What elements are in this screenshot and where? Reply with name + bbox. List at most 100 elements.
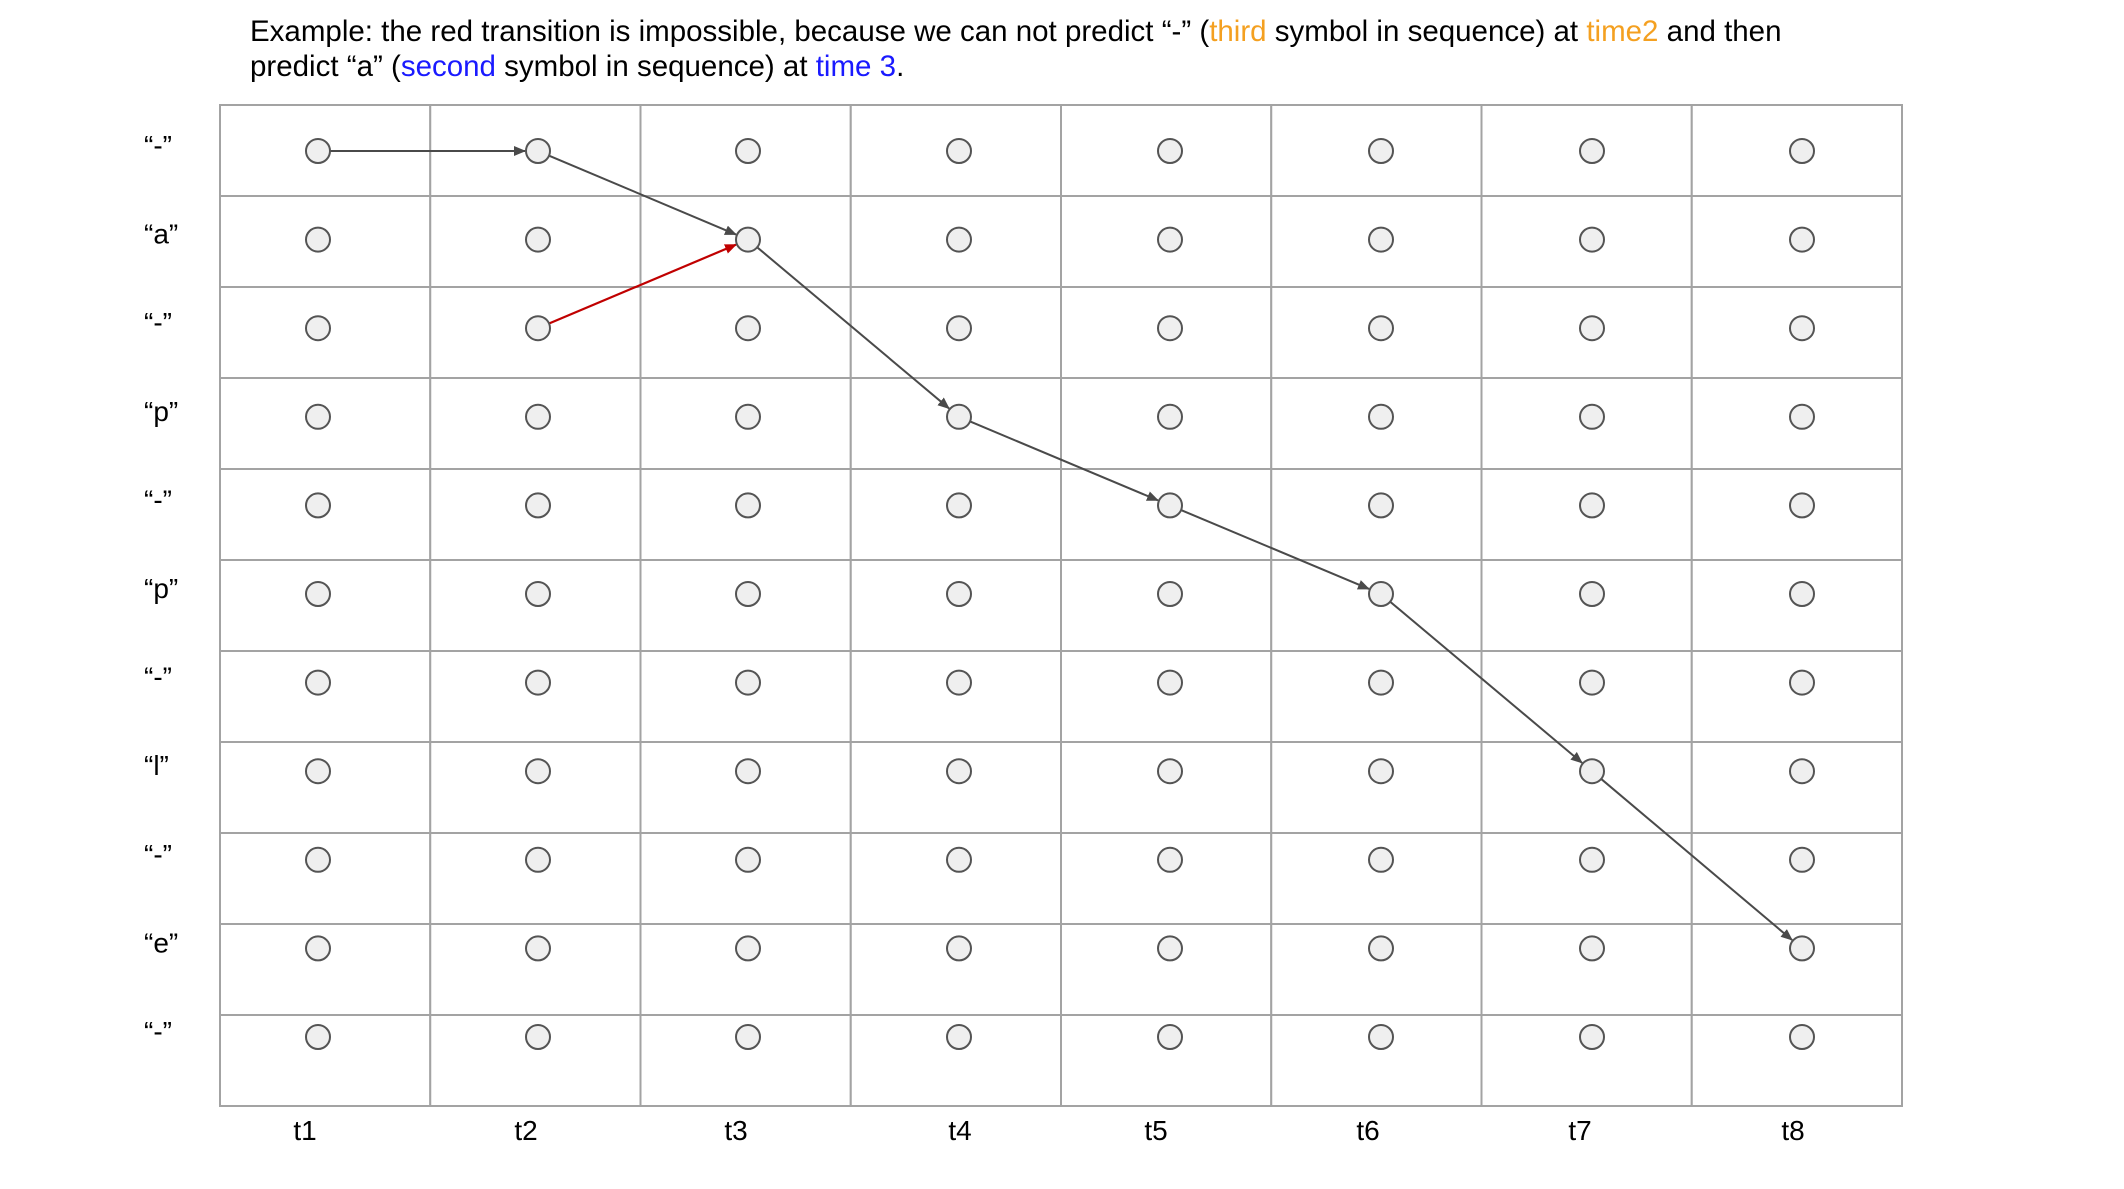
node	[1157, 1024, 1183, 1050]
node	[1789, 492, 1815, 519]
grid-cell	[1060, 832, 1273, 925]
column-label: t8	[1781, 1115, 1804, 1146]
grid-cell	[219, 832, 432, 925]
grid-cell	[429, 468, 642, 561]
grid-cell	[1060, 741, 1273, 834]
node	[1157, 226, 1183, 253]
row-label: “-”	[144, 307, 172, 338]
grid-cell	[1060, 650, 1273, 743]
caption-run: symbol in sequence) at	[495, 50, 816, 83]
node	[1789, 403, 1815, 430]
node	[1579, 138, 1605, 164]
path-transition-arrow	[1180, 509, 1370, 590]
node	[735, 846, 761, 873]
row-label: “l”	[144, 750, 169, 781]
node	[1579, 492, 1605, 519]
caption-line-1: Example: the red transition is impossibl…	[250, 14, 1950, 49]
node	[1579, 315, 1605, 342]
row-label: “-”	[144, 484, 172, 515]
caption-run: second	[400, 50, 496, 83]
node	[946, 315, 972, 342]
node	[1579, 1024, 1605, 1050]
grid-cell	[639, 741, 852, 834]
node	[1789, 581, 1815, 607]
node	[946, 403, 972, 430]
column-label: t2	[514, 1115, 537, 1146]
node	[305, 669, 331, 696]
node	[735, 581, 761, 607]
node	[1368, 935, 1394, 962]
node	[946, 226, 972, 253]
transitions	[330, 146, 1793, 941]
path-transition-arrow	[1600, 778, 1793, 941]
node	[525, 669, 551, 696]
node	[1579, 758, 1605, 785]
node	[525, 846, 551, 873]
node	[1157, 138, 1183, 164]
node	[735, 758, 761, 785]
node	[946, 846, 972, 873]
node	[1157, 846, 1183, 873]
node	[946, 935, 972, 962]
node	[1789, 669, 1815, 696]
node	[305, 581, 331, 607]
node	[946, 669, 972, 696]
grid-cell	[219, 650, 432, 743]
node	[1157, 669, 1183, 696]
caption-run: predict “a” (	[250, 50, 401, 83]
node	[946, 492, 972, 519]
row-label: “-”	[144, 839, 172, 870]
path-transition-arrow	[756, 246, 950, 410]
row-label: “p”	[144, 573, 178, 604]
grid-cell	[849, 741, 1062, 834]
grid-cell	[1270, 741, 1483, 834]
row-labels: “-” “a” “-” “p” “-” “p” “-” “l” “-” “e” “-”	[144, 130, 178, 1047]
column-label: t6	[1356, 1115, 1379, 1146]
node	[1579, 846, 1605, 873]
grid-cell	[429, 741, 642, 834]
node	[1579, 669, 1605, 696]
column-labels: t1 t2 t3 t4 t5 t6 t7 t8	[293, 1115, 1804, 1146]
column-label: t1	[293, 1115, 316, 1146]
caption-run: time 3	[815, 50, 897, 83]
node	[1368, 492, 1394, 519]
row-label: “p”	[144, 396, 178, 427]
column-label: t3	[724, 1115, 747, 1146]
node	[305, 315, 331, 342]
node	[305, 492, 331, 519]
caption-run: Example: the red transition is impossibl…	[250, 15, 1210, 48]
node	[1368, 315, 1394, 342]
grid-cell	[639, 650, 852, 743]
node	[1368, 138, 1394, 164]
grid-cell	[1690, 741, 1903, 834]
node	[305, 1024, 331, 1050]
path-transition-arrow	[969, 420, 1159, 502]
caption-run: third	[1209, 15, 1267, 48]
nodes	[305, 138, 1815, 1050]
row-label: “a”	[144, 219, 178, 250]
grid-cell	[429, 650, 642, 743]
row-label: “-”	[144, 130, 172, 161]
node	[735, 226, 761, 253]
grid-cell	[849, 832, 1062, 925]
grid-cell	[1690, 832, 1903, 925]
node	[1368, 581, 1394, 607]
node	[525, 138, 551, 164]
node	[1368, 758, 1394, 785]
node	[1157, 492, 1183, 519]
node	[525, 226, 551, 253]
grid-cell	[429, 832, 642, 925]
grid-cell	[1480, 832, 1693, 925]
grid	[219, 104, 1903, 1107]
node	[1157, 758, 1183, 785]
caption: Example: the red transition is impossibl…	[250, 14, 1950, 84]
node	[1789, 315, 1815, 342]
node	[735, 1024, 761, 1050]
column-label: t4	[948, 1115, 971, 1146]
node	[946, 138, 972, 164]
grid-cell	[219, 559, 432, 652]
caption-run: .	[896, 50, 905, 83]
node	[305, 403, 331, 430]
node	[735, 669, 761, 696]
grid-cell	[849, 286, 1062, 379]
